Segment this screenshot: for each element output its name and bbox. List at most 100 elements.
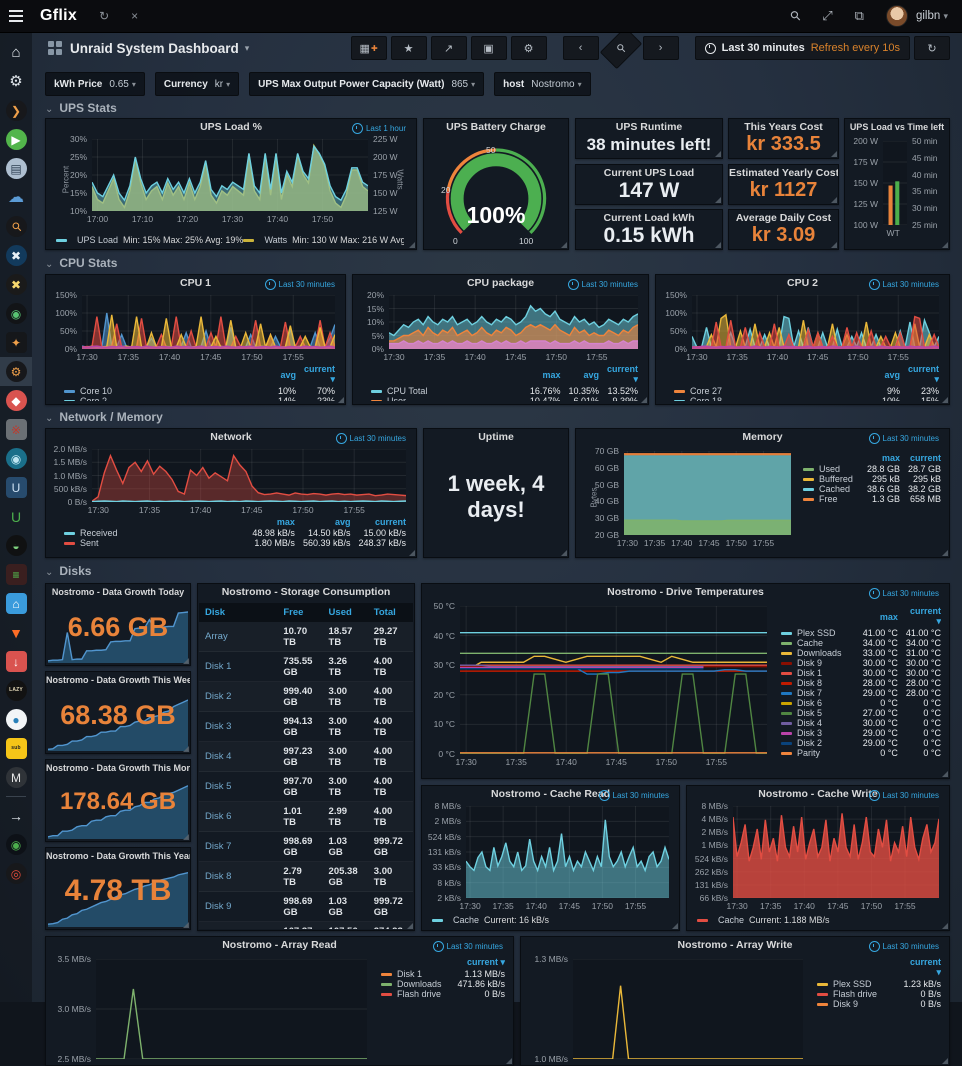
time-range-picker[interactable]: Last 30 minutes Refresh every 10s (694, 36, 910, 60)
sparkline-growth-year[interactable] (48, 866, 188, 927)
chart-battery-gauge[interactable]: 100% 0 20 50 100 (424, 137, 568, 246)
avatar[interactable] (885, 5, 908, 27)
panel-title[interactable]: Uptime (478, 431, 514, 443)
panel-title[interactable]: Estimated Yearly Cost (729, 167, 838, 179)
legend-item[interactable]: Cached (795, 484, 859, 494)
chart-cache-write[interactable]: 8 MB/s 4 MB/s 2 MB/s 1 MB/s 524 kB/s 262 kB/s… (695, 801, 939, 911)
sidebar-item-app-plate-icon[interactable]: ◒ (0, 531, 32, 560)
legend-item[interactable]: Flash drive (809, 989, 895, 999)
legend-item[interactable]: UPS Load Min: 15% Max: 25% Avg: 19% (56, 234, 243, 246)
star-button[interactable]: ★ (390, 36, 427, 60)
legend-item[interactable]: Disk 1 (773, 668, 855, 678)
sidebar-item-app-sub-icon[interactable]: sub (0, 734, 32, 763)
panel-title[interactable]: Current Load kWh (603, 212, 695, 224)
chart-array-read[interactable]: 3.5 MB/s 3.0 MB/s 2.5 MB/s (57, 954, 367, 1064)
user-menu[interactable]: gilbn ▾ (915, 10, 948, 22)
legend-item[interactable]: Buffered (795, 474, 859, 484)
panel-time-label[interactable]: Last 30 minutes (567, 279, 638, 290)
sidebar-item-app-cloud-icon[interactable]: ☁ (0, 183, 32, 212)
sidebar-item-app-shield-icon[interactable]: ◆ (0, 386, 32, 415)
legend-item[interactable]: User (363, 396, 522, 401)
panel-time-label[interactable]: Last 1 hour (351, 123, 406, 134)
sidebar-item-app-switch-icon[interactable]: ≡ (0, 560, 32, 589)
panel-title[interactable]: Nostromo - Data Growth This Week (46, 675, 190, 685)
legend-item[interactable]: Downloads (773, 648, 855, 658)
section-disks[interactable]: ⌄ Disks (45, 564, 92, 578)
panel-time-label[interactable]: Last 30 minutes (868, 588, 939, 599)
legend-item[interactable]: Core 18 (666, 396, 874, 401)
share-button[interactable]: ↗ (430, 36, 467, 60)
panel-time-label[interactable]: Last 30 minutes (868, 790, 939, 801)
legend-item[interactable]: Cache Current: 16 kB/s (432, 915, 669, 925)
time-back-button[interactable]: ‹ (562, 36, 599, 60)
legend-item[interactable]: Core 27 (666, 386, 874, 396)
panel-title[interactable]: UPS Load vs Time left (849, 122, 945, 132)
panel-title[interactable]: Nostromo - Array Read (222, 939, 337, 951)
variable-host[interactable]: host Nostromo ▾ (494, 72, 591, 96)
panel-title[interactable]: UPS Battery Charge (446, 121, 546, 133)
panel-title[interactable]: Nostromo - Drive Temperatures (607, 586, 764, 598)
panel-time-label[interactable]: Last 30 minutes (868, 433, 939, 444)
legend-item[interactable]: Disk 3 (773, 728, 855, 738)
chart-network[interactable]: 2.0 MB/s 1.5 MB/s 1.0 MB/s 500 kB/s 0 B/s 17:… (53, 444, 406, 515)
sparkline-growth-month[interactable] (48, 778, 188, 839)
legend-item[interactable]: Free (795, 494, 859, 504)
fullscreen-icon[interactable]: ⤢ (822, 8, 833, 23)
hamburger-menu-icon[interactable] (0, 0, 32, 32)
chart-load-vs-time[interactable]: W T 200 W 175 W 150 W 125 W 100 W 50 min 45 min 4… (853, 136, 938, 238)
legend-item[interactable]: Disk 5 (773, 708, 855, 718)
legend-item[interactable]: Cache (773, 638, 855, 648)
section-ups-stats[interactable]: ⌄ UPS Stats (45, 101, 117, 115)
dashboard-settings-button[interactable]: ⚙ (510, 36, 547, 60)
chart-cache-read[interactable]: 8 MB/s 2 MB/s 524 kB/s 131 kB/s 33 kB/s 8 kB/… (428, 801, 669, 911)
sidebar-item-app-jacket-icon[interactable]: M (0, 763, 32, 792)
layers-icon[interactable]: ⧉ (854, 8, 864, 23)
sidebar-item-app-pot-icon[interactable]: ◎ (0, 859, 32, 888)
sidebar-item-app-eye-icon[interactable]: ◉ (0, 444, 32, 473)
legend-item[interactable]: Disk 9 (773, 658, 855, 668)
legend-item[interactable]: Disk 8 (773, 678, 855, 688)
legend-item[interactable]: CPU Total (363, 386, 522, 396)
zoom-out-button[interactable]: ⚲ (599, 26, 642, 70)
save-button[interactable]: ▣ (470, 36, 507, 60)
panel-title[interactable]: Nostromo - Cache Write (758, 788, 878, 800)
chart-drive-temperatures[interactable]: 50 °C 40 °C 30 °C 20 °C 10 °C 0 °C 17:30 17:35 1… (434, 601, 767, 767)
sidebar-item-app-organizr-icon[interactable]: ◉ (0, 299, 32, 328)
legend-item[interactable]: Core 10 (56, 386, 270, 396)
sidebar-item-app-lazy-icon[interactable]: LAZY (0, 676, 32, 705)
panel-title[interactable]: Nostromo - Data Growth Today (51, 587, 185, 597)
panel-title[interactable]: Nostromo - Array Write (677, 939, 793, 951)
sparkline-growth-week[interactable] (48, 690, 188, 751)
sidebar-item-app-cluster-icon[interactable]: ※ (0, 415, 32, 444)
legend-item[interactable]: Disk 2 (773, 738, 855, 748)
legend-item[interactable]: Core 2 (56, 396, 270, 401)
panel-title[interactable]: Nostromo - Storage Consumption (221, 586, 391, 598)
panel-time-label[interactable]: Last 30 minutes (335, 433, 406, 444)
legend-item[interactable]: Disk 6 (773, 698, 855, 708)
sidebar-item-app-download-icon[interactable]: ↓ (0, 647, 32, 676)
panel-time-label[interactable]: Last 30 minutes (868, 941, 939, 952)
variable-currency[interactable]: Currency kr ▾ (154, 72, 240, 96)
legend-item[interactable]: Disk 4 (773, 718, 855, 728)
panel-title[interactable]: Nostromo - Data Growth This Month (46, 763, 190, 773)
panel-title[interactable]: CPU 1 (180, 277, 211, 289)
sidebar-item-app-jackett-icon[interactable]: ❯ (0, 96, 32, 125)
chart-memory[interactable]: 70 GB 60 GB 50 GB 40 GB 30 GB 20 GB 17:30 17:35… (590, 446, 791, 548)
sidebar-item-sign-out-icon[interactable]: → (0, 801, 32, 830)
legend-item[interactable]: Disk 7 (773, 688, 855, 698)
chart-cpu1[interactable]: 150% 100% 50% 0% 17:30 17:35 17:40 17:45 17:50 17… (55, 290, 335, 362)
sidebar-item-app-nodes-icon[interactable]: ✦ (0, 328, 32, 357)
panel-title[interactable]: Network (210, 431, 252, 443)
panel-time-label[interactable]: Last 30 minutes (598, 790, 669, 801)
close-tab-icon[interactable]: × (131, 9, 139, 23)
add-panel-button[interactable]: ▦ ✚ (350, 36, 387, 60)
sidebar-item-app-github-icon[interactable]: ◉ (0, 830, 32, 859)
legend-item[interactable]: Parity (773, 748, 855, 758)
panel-time-label[interactable]: Last 30 minutes (868, 279, 939, 290)
panel-title[interactable]: CPU package (466, 277, 535, 289)
panel-title[interactable]: UPS Runtime (615, 121, 683, 133)
panel-time-label[interactable]: Last 30 minutes (432, 941, 503, 952)
panel-title[interactable]: CPU 2 (787, 277, 818, 289)
sidebar-item-app-unraid-icon[interactable]: U (0, 473, 32, 502)
sidebar-item-app-deluge-icon[interactable]: ● (0, 705, 32, 734)
